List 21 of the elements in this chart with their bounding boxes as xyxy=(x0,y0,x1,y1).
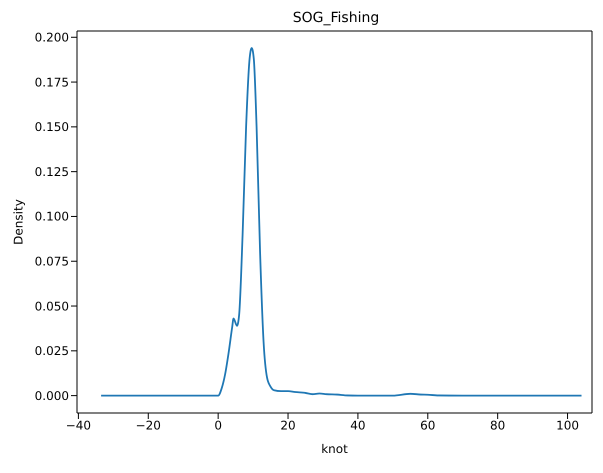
x-tick-label: 0 xyxy=(214,418,222,433)
y-tick-label: 0.000 xyxy=(34,388,69,403)
y-tick-label: 0.125 xyxy=(34,164,69,179)
x-tick-label: 60 xyxy=(420,418,436,433)
y-tick-label: 0.200 xyxy=(34,30,69,45)
chart-title: SOG_Fishing xyxy=(292,10,380,26)
x-tick-label: −20 xyxy=(136,418,161,433)
y-tick-label: 0.175 xyxy=(34,75,69,90)
x-tick-label: 20 xyxy=(280,418,296,433)
y-tick-label: 0.075 xyxy=(34,254,69,268)
x-tick-label: 100 xyxy=(556,418,579,433)
x-tick-label: 80 xyxy=(490,418,506,433)
line-series xyxy=(100,47,582,397)
x-axis-title: knot xyxy=(321,442,348,456)
x-tick-label: 40 xyxy=(350,418,366,433)
y-tick-label: 0.150 xyxy=(34,120,69,134)
y-tick-label: 0.025 xyxy=(34,344,69,358)
x-tick-label: −40 xyxy=(66,418,92,433)
y-tick-label: 0.050 xyxy=(34,299,69,314)
y-axis-title: Density xyxy=(11,199,26,245)
y-tick-label: 0.100 xyxy=(34,210,69,224)
